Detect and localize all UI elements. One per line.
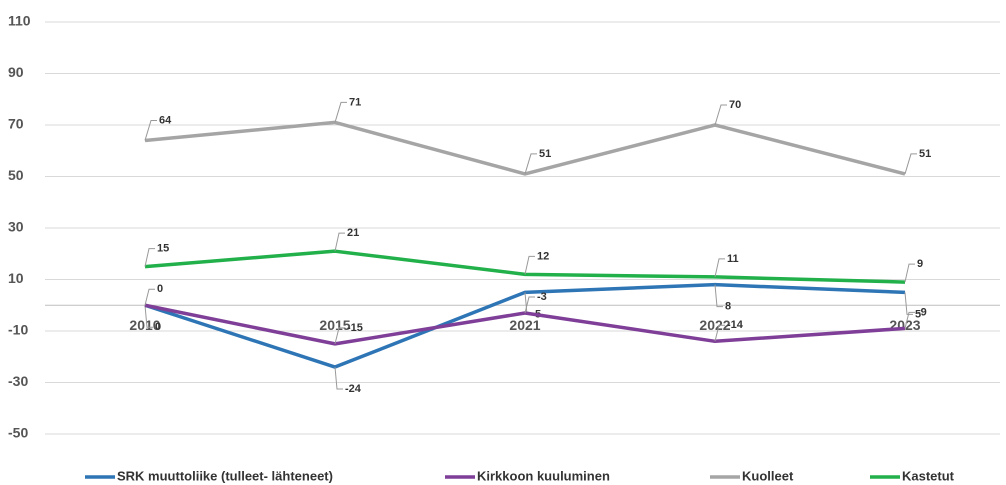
leader-line [904,153,917,175]
series-line [144,120,906,176]
legend-label: Kirkkoon kuuluminen [477,468,610,483]
leader-line [524,296,535,314]
y-tick-label: 70 [8,116,24,132]
y-tick-label: -30 [8,373,28,389]
leader-line [334,101,347,123]
y-tick-label: 10 [8,270,24,286]
data-label: 64 [159,114,172,126]
data-label: 71 [349,96,361,108]
leader-line [144,288,155,306]
leader-line [904,292,913,315]
data-label: 8 [725,301,731,313]
data-label: 12 [537,250,549,262]
leader-line [904,263,915,283]
leader-line [144,305,153,328]
data-label: 5 [915,308,921,320]
leader-line [524,292,533,315]
leader-line [334,327,345,344]
y-tick-label: 90 [8,64,24,80]
leader-line [144,119,157,141]
series-line [144,249,906,284]
x-tick-label: 2022 [699,317,730,333]
leader-line [144,248,155,267]
legend-label: Kastetut [902,468,955,483]
data-label: -3 [537,291,547,303]
data-label: 51 [539,148,551,160]
data-label: 9 [917,258,923,270]
x-tick-label: 2010 [129,317,160,333]
legend-label: SRK muuttoliike (tulleet- lähteneet) [117,468,333,483]
y-tick-label: 110 [8,13,31,29]
leader-line [904,311,915,329]
data-label: 0 [155,321,161,333]
x-tick-label: 2021 [509,317,540,333]
legend-label: Kuolleet [742,468,794,483]
leader-line [714,284,723,308]
data-label: -14 [727,319,744,331]
data-label: 70 [729,99,741,111]
data-label: 51 [919,148,931,160]
leader-line [334,367,343,390]
data-label: 0 [157,283,163,295]
leader-line [334,232,345,252]
data-label: 11 [727,253,739,265]
y-tick-label: -10 [8,322,28,338]
data-label: 15 [157,243,169,255]
leader-line [714,104,727,126]
y-tick-label: 50 [8,167,24,183]
leader-line [714,324,725,342]
leader-line [714,258,725,278]
data-label: -9 [917,306,927,318]
data-label: -15 [347,322,363,334]
leader-line [524,153,537,175]
y-tick-label: 30 [8,219,24,235]
data-label: -24 [345,383,362,395]
leader-line [524,255,535,275]
x-tick-label: 2015 [319,317,350,333]
y-tick-label: -50 [8,425,28,441]
data-label: 21 [347,227,359,239]
